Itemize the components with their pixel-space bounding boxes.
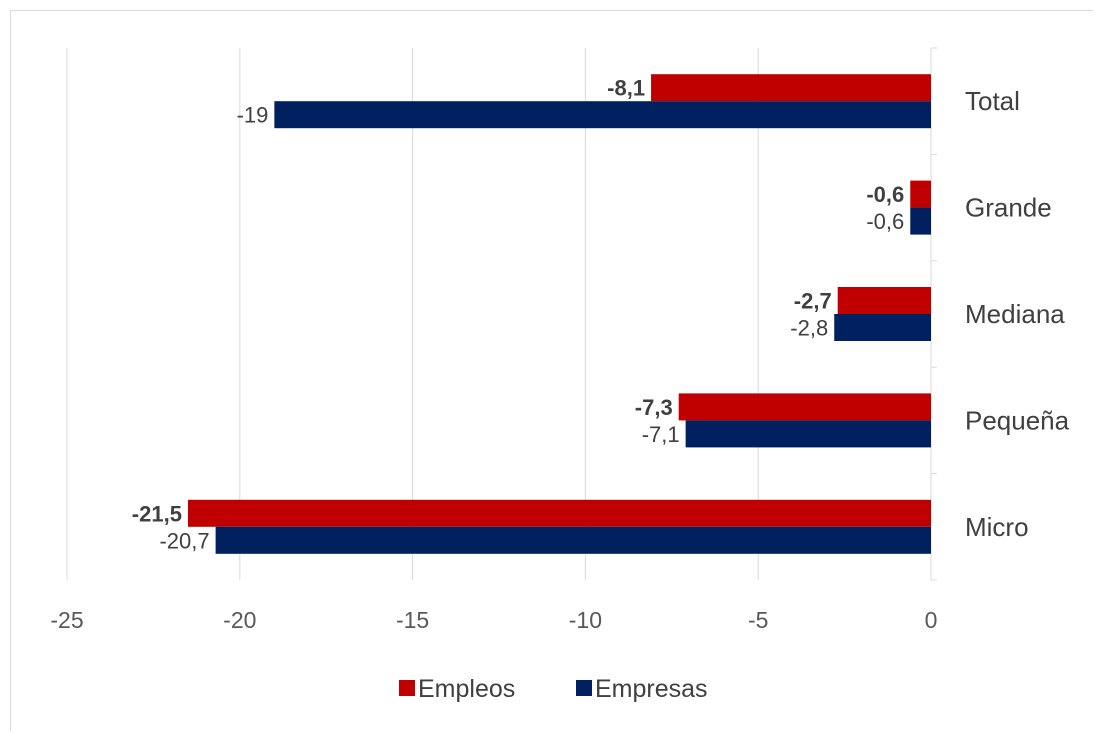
category-label-2: Mediana	[965, 299, 1065, 329]
x-tick-labels: -25 -20 -15 -10 -5 0	[50, 607, 937, 633]
bar-empresas-2	[834, 314, 931, 341]
data-label-empresas-2: -2,8	[790, 316, 828, 341]
bar-empleos-4	[187, 499, 931, 527]
x-tick-label-0: -25	[50, 607, 83, 633]
legend-swatch-empresas	[576, 680, 592, 696]
bar-empresas-1	[910, 207, 931, 235]
category-labels: Total Grande Mediana Pequeña Micro	[965, 86, 1070, 542]
legend-swatch-empleos	[399, 680, 415, 696]
bar-empleos-0	[651, 74, 931, 102]
x-tick-label-5: 0	[925, 607, 938, 633]
bar-empleos-1	[910, 180, 931, 208]
category-label-1: Grande	[965, 193, 1052, 223]
x-tick-label-1: -20	[223, 607, 256, 633]
bar-empleos-2	[837, 287, 931, 314]
legend-label-empleos: Empleos	[418, 675, 515, 703]
x-tick-label-4: -5	[748, 607, 768, 633]
chart-frame	[10, 10, 1093, 731]
bars	[187, 74, 931, 554]
category-label-3: Pequeña	[965, 405, 1070, 435]
gridlines	[66, 48, 759, 580]
data-label-empresas-3: -7,1	[642, 422, 680, 447]
legend-label-empresas: Empresas	[595, 675, 708, 703]
bar-empleos-3	[678, 393, 931, 421]
category-axis	[930, 47, 937, 581]
data-label-empresas-0: -19	[237, 103, 269, 128]
x-tick-label-3: -10	[569, 607, 602, 633]
data-label-empresas-1: -0,6	[866, 209, 904, 234]
data-label-empleos-0: -8,1	[607, 76, 645, 101]
data-label-empleos-2: -2,7	[794, 289, 832, 314]
category-label-0: Total	[965, 86, 1020, 116]
bar-empresas-4	[215, 526, 931, 554]
legend: Empleos Empresas	[399, 675, 708, 703]
bar-empresas-0	[274, 101, 931, 129]
data-label-empresas-4: -20,7	[159, 528, 209, 553]
data-label-empleos-3: -7,3	[635, 395, 673, 420]
x-tick-label-2: -15	[396, 607, 429, 633]
data-label-empleos-1: -0,6	[866, 182, 904, 207]
data-labels: -8,1 -19 -0,6-0,6 -2,7-2,8 -7,3-7,1 -21,5-20,…	[132, 76, 904, 554]
data-label-empleos-4: -21,5	[132, 501, 182, 526]
bar-empresas-3	[685, 420, 931, 448]
category-label-4: Micro	[965, 512, 1029, 542]
